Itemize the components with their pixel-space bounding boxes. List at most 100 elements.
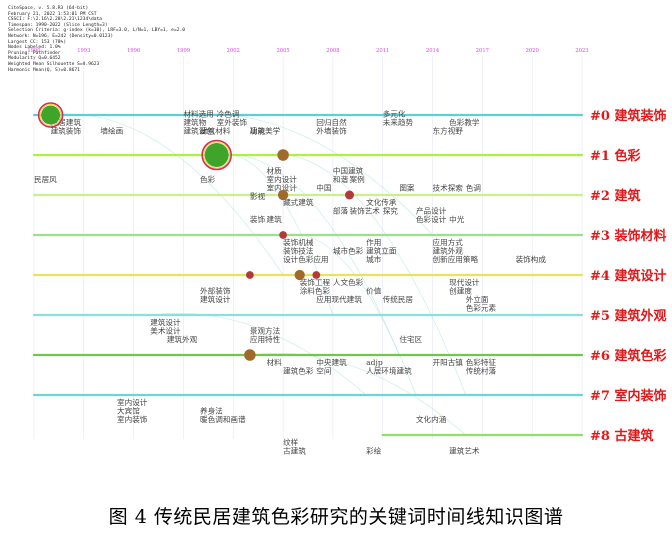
keyword-label: 文化传承 [366, 197, 397, 207]
node-ring [37, 102, 64, 128]
keyword-label: 美术设计 [150, 326, 181, 336]
keyword-label: 作用 [366, 237, 381, 247]
keyword-label: 文化内涵 [416, 414, 447, 424]
keyword-label: 建筑色彩 [283, 366, 314, 376]
keyword-label: 装饰机械 [283, 237, 314, 247]
cluster-label: #6 建筑色彩 [590, 348, 666, 364]
keyword-label: 产品设计 [416, 206, 447, 216]
cluster-label: #0 建筑装饰 [590, 108, 666, 124]
keyword-node [294, 269, 305, 281]
node-ring [39, 104, 62, 126]
keyword-label: 外部装饰 [200, 286, 231, 296]
keyword-label: 室内设计 [266, 174, 297, 184]
keyword-label: 应用特性 [250, 334, 281, 344]
keyword-label: 古建筑 [283, 446, 306, 456]
keyword-label: 装饰构成 [516, 254, 547, 264]
keyword-label: 养身法 [200, 406, 223, 416]
keyword-label: 东方视野 [433, 126, 464, 136]
param-line: Timespan: 1990-2022 (Slice Length=3) [8, 22, 108, 28]
keyword-label: 中光 [449, 214, 465, 224]
keyword-label: 功能 [250, 126, 266, 136]
keyword-label: 未来趋势 [383, 117, 414, 127]
param-line: Selection Criteria: g-index (k=10), LRF=… [8, 28, 186, 34]
keyword-label: 和谐 [333, 174, 349, 184]
keyword-label: 技术探索 [433, 183, 464, 193]
keyword-label: 开阳古镇 [433, 357, 464, 367]
keyword-node [312, 271, 321, 279]
keyword-label: 冷色调 [217, 109, 240, 119]
keyword-label: 暖色调和画谱 [200, 414, 246, 424]
keyword-label: 空间 [316, 366, 331, 376]
keyword-label: 室内装饰 [117, 414, 148, 424]
keyword-label: 传统民居 [383, 294, 414, 304]
param-line: Network: N=196, E=242 (Density=0.0123) [8, 33, 114, 39]
keyword-label: 建筑艺术 [449, 446, 480, 456]
year-tick-label: 2023 [575, 48, 588, 54]
year-tick-label: 1996 [127, 48, 140, 54]
cluster-label: #8 古建筑 [590, 428, 653, 444]
keyword-label: 装饰工程 [300, 277, 331, 287]
year-tick-label: 1990 [27, 48, 40, 54]
keyword-label: 建筑设色 [183, 126, 214, 136]
keyword-label: 人居环境建筑 [366, 366, 412, 376]
keyword-label: 民居风 [34, 175, 57, 184]
param-line: February 21, 2022 1:53:01 PM CST [8, 11, 97, 17]
keyword-label: 城市色彩 [333, 246, 364, 256]
keyword-label: 色彩 [200, 174, 216, 184]
keyword-label: 建筑外观 [433, 246, 464, 256]
keyword-label: 纹样 [283, 437, 299, 447]
cluster-label: #1 色彩 [590, 148, 640, 164]
keyword-label: 民居建筑 [51, 117, 82, 127]
year-tick-label: 2005 [276, 48, 289, 54]
keyword-label: 色彩元素 [466, 303, 497, 313]
keyword-label: 价值 [366, 286, 382, 296]
keyword-node [204, 143, 229, 167]
keyword-label: 色彩设计 [416, 214, 447, 224]
year-tick-label: 2017 [476, 48, 489, 54]
keyword-label: 材质 [266, 166, 282, 176]
keyword-label: 色调 [466, 183, 482, 193]
keyword-label: 部落 [333, 206, 349, 216]
year-tick-label: 2002 [227, 48, 240, 54]
node-ring [201, 139, 232, 171]
keyword-label: 建筑设计 [200, 294, 231, 304]
keyword-label: 装饰技法 [283, 246, 314, 256]
year-tick-label: 2008 [326, 48, 339, 54]
param-line: Weighted Mean Silhouette S=0.9623 [8, 61, 100, 67]
keyword-node [246, 271, 254, 279]
keyword-label: 传统村落 [466, 366, 497, 376]
keyword-label: 材料选用 [183, 109, 213, 119]
keyword-label: 住宅区 [399, 334, 422, 344]
keyword-node [345, 190, 355, 200]
cluster-label: #5 建筑外观 [590, 308, 666, 324]
keyword-label: 探究 [383, 206, 399, 216]
keyword-node [277, 189, 289, 201]
cocitation-arc [150, 312, 367, 396]
param-line: Harmonic Mean(Q, S)=0.8671 [8, 67, 80, 73]
keyword-node [279, 231, 287, 239]
keyword-label: 色彩特征 [466, 357, 497, 367]
param-line: Largest CC: 153 (78%) [8, 39, 67, 45]
keyword-label: 建筑设计 [150, 317, 181, 327]
keyword-label: 创新应用策略 [433, 254, 479, 264]
keyword-label: 墙绘画 [100, 126, 123, 136]
keyword-label: 建筑物 [183, 117, 206, 127]
keyword-node [244, 349, 256, 361]
keyword-label: 应用现代建筑 [316, 294, 362, 304]
param-line: CSSCI: F:\2.16\2.28\2.21\1234\data [8, 17, 103, 23]
cocitation-arc [249, 352, 466, 436]
keyword-label: 大宾馆 [117, 406, 140, 416]
keyword-label: 装饰 [250, 214, 266, 224]
keyword-label: 中央建筑 [316, 357, 347, 367]
keyword-label: 中国 [316, 183, 331, 193]
keyword-label: 现代设计 [449, 277, 480, 287]
year-tick-label: 2020 [526, 48, 539, 54]
keyword-label: 彩绘 [366, 446, 382, 456]
keyword-label: 建筑装饰 [51, 126, 82, 136]
keyword-label: 人文色彩 [333, 277, 364, 287]
figure-caption: 图 4 传统民居建筑色彩研究的关键词时间线知识图谱 [108, 506, 564, 528]
keyword-label: 外墙装饰 [316, 126, 347, 136]
year-tick-label: 1993 [77, 48, 90, 54]
cluster-label: #2 建筑 [590, 188, 640, 204]
keyword-label: 建筑立面 [366, 246, 397, 256]
